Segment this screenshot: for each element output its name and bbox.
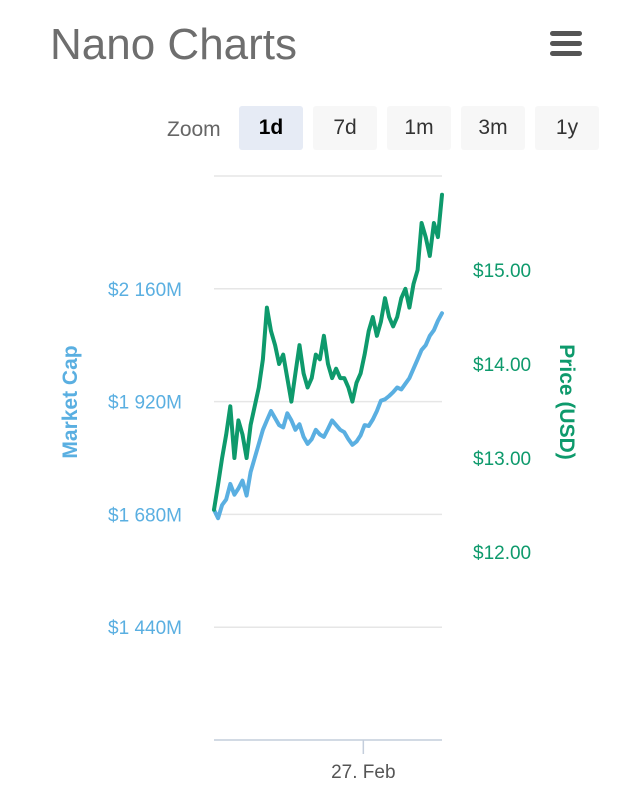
- left-tick-label: $1 680M: [108, 505, 182, 526]
- series-market-cap-line: [212, 311, 444, 521]
- grid-lines: [214, 175, 442, 628]
- right-tick-label: $13.00: [473, 449, 531, 470]
- right-tick-label: $12.00: [473, 543, 531, 564]
- right-axis-title: Price (USD): [555, 344, 578, 460]
- x-axis-ticks: 27. Feb: [331, 740, 396, 783]
- left-axis-title: Market Cap: [59, 345, 82, 458]
- right-tick-label: $14.00: [473, 355, 531, 376]
- right-tick-label: $15.00: [473, 261, 531, 282]
- hamburger-menu-icon[interactable]: [548, 28, 584, 60]
- zoom-button-1y[interactable]: 1y: [535, 106, 599, 150]
- zoom-selector: Zoom 1d 7d 1m 3m 1y: [0, 106, 631, 152]
- zoom-button-3m[interactable]: 3m: [461, 106, 525, 150]
- page-title: Nano Charts: [50, 20, 298, 69]
- left-tick-label: $1 440M: [108, 618, 182, 639]
- zoom-button-1m[interactable]: 1m: [387, 106, 451, 150]
- zoom-label: Zoom: [167, 118, 221, 141]
- left-tick-label: $1 920M: [108, 393, 182, 414]
- left-tick-label: $2 160M: [108, 280, 182, 301]
- zoom-button-1d[interactable]: 1d: [239, 106, 303, 150]
- right-axis-ticks: $12.00 $13.00 $14.00 $15.00: [473, 261, 531, 564]
- left-axis-ticks: $1 440M $1 680M $1 920M $2 160M: [108, 280, 182, 639]
- series-lines: [212, 192, 444, 521]
- series-price-line: [212, 192, 444, 512]
- x-tick-label: 27. Feb: [331, 762, 395, 783]
- zoom-button-7d[interactable]: 7d: [313, 106, 377, 150]
